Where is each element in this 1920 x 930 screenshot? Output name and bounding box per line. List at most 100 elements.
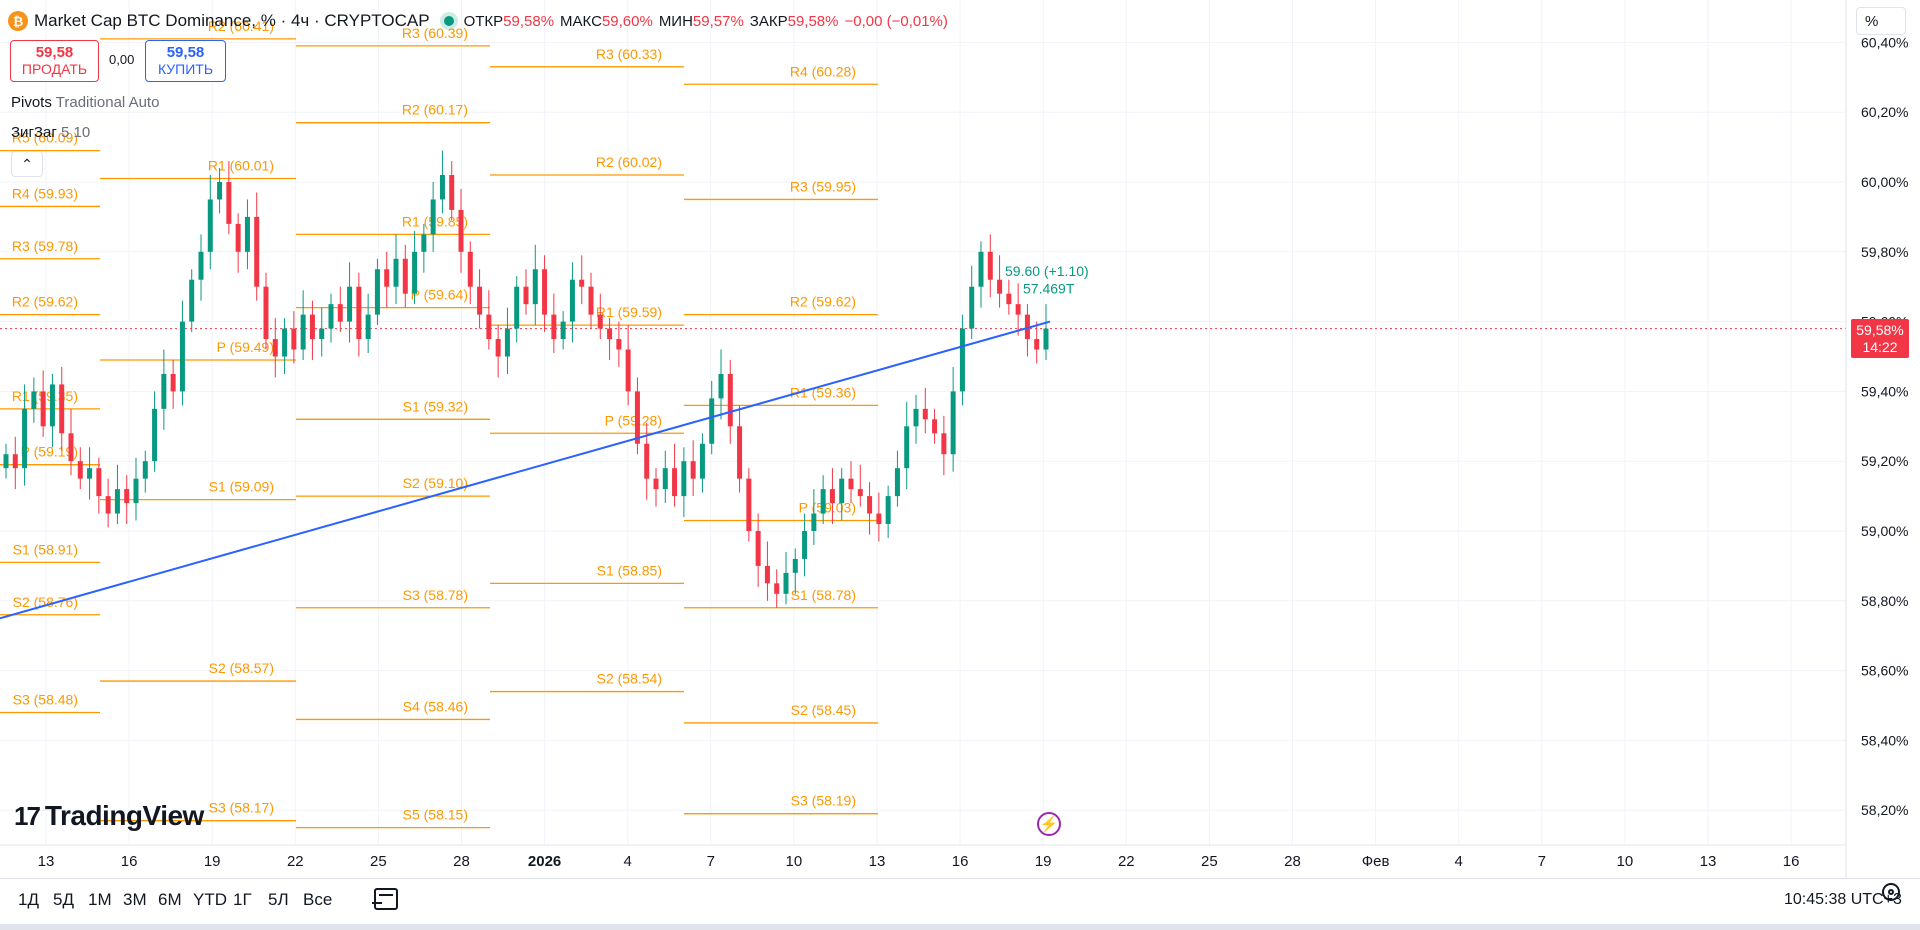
range-button-YTD[interactable]: YTD (193, 890, 227, 909)
candle-body (3, 454, 9, 469)
candle-body (857, 489, 863, 497)
candle-body (820, 489, 826, 514)
y-tick-label: 58,60% (1861, 663, 1908, 679)
settings-icon[interactable] (1882, 883, 1900, 901)
pivot-label: R1 (60.01) (208, 158, 274, 174)
indicator-pivots[interactable]: Pivots Traditional Auto (11, 94, 159, 111)
candle-body (867, 496, 873, 514)
indicator-zigzag[interactable]: ЗигЗаг 5 10 (11, 124, 90, 141)
candle-body (504, 328, 510, 357)
range-button-1М[interactable]: 1М (88, 890, 112, 909)
candle-body (449, 175, 455, 210)
candle-body (161, 373, 167, 409)
candle-body (969, 286, 975, 329)
ohlc-label: ОТКР (463, 13, 504, 30)
pivot-label: S2 (58.76) (13, 594, 78, 610)
pivot-label: S2 (59.10) (403, 475, 468, 491)
candle-body (1006, 293, 1012, 305)
x-tick-label: 13 (869, 853, 886, 870)
y-tick-label: 59,00% (1861, 523, 1908, 539)
y-tick-label: 59,40% (1861, 383, 1908, 399)
candle-body (59, 384, 65, 434)
range-button-1Д[interactable]: 1Д (18, 890, 39, 909)
candle-body (226, 182, 232, 224)
candle-body (244, 216, 250, 252)
x-tick-label: 16 (952, 853, 969, 870)
candle-body (904, 426, 910, 469)
trendline-segment[interactable] (0, 320, 1051, 620)
y-tick-label: 59,20% (1861, 453, 1908, 469)
candle-body (458, 209, 464, 252)
chevron-up-icon[interactable]: ⌃ (11, 151, 43, 177)
candle-body (625, 349, 631, 392)
candles (3, 150, 1049, 608)
range-button-6М[interactable]: 6М (158, 890, 182, 909)
candle-body (607, 328, 613, 340)
footer-divider (0, 924, 1920, 930)
trendline[interactable] (0, 320, 1051, 620)
pivot-label: S1 (58.91) (13, 541, 78, 557)
range-button-5Д[interactable]: 5Д (53, 890, 74, 909)
pivot-label: S1 (58.85) (597, 562, 662, 578)
x-tick-label: 19 (204, 853, 221, 870)
y-axis[interactable]: 58,20% 58,40% 58,60% 58,80% 59,00% 59,20% 59,4… (1845, 0, 1908, 878)
ohlc-value: 59,57% (692, 13, 744, 30)
candle-body (662, 468, 668, 490)
sell-label: ПРОДАТЬ (21, 61, 88, 77)
candle-body (300, 314, 306, 350)
x-tick-label: 22 (1118, 853, 1135, 870)
x-tick-label: 28 (1284, 853, 1301, 870)
candle-body (644, 443, 650, 479)
indicator-name: ЗигЗаг (11, 124, 57, 141)
candle-body (1015, 304, 1021, 315)
range-button-3М[interactable]: 3М (123, 890, 147, 909)
y-tick-label: 58,40% (1861, 732, 1908, 748)
symbol-title[interactable]: Market Cap BTC Dominance, % · 4ч · CRYPT… (34, 11, 430, 30)
sell-button[interactable]: 59,58 ПРОДАТЬ (10, 40, 99, 82)
candle-body (802, 531, 808, 559)
candle-body (839, 478, 845, 504)
zigzag-volume: 57.469T (1023, 281, 1075, 297)
x-axis[interactable]: 13 16 19 22 25 28 2026 4 7 10 13 16 19 22 25 28 Фев 4 7 10 1… (0, 844, 1846, 870)
candle-body (22, 408, 28, 469)
clock[interactable]: 10:45:38 UTC+3 (1784, 891, 1902, 908)
market-status-dot (443, 16, 454, 26)
candle-body (569, 279, 575, 322)
candle-body (68, 433, 74, 462)
candle-body (783, 572, 789, 594)
y-tick-label: 60,00% (1861, 174, 1908, 190)
range-button-5Л[interactable]: 5Л (268, 890, 289, 909)
candle-body (514, 286, 520, 329)
candle-body (997, 279, 1003, 294)
calendar-icon[interactable] (372, 888, 398, 910)
candle-body (309, 314, 315, 340)
pivot-label: R2 (60.17) (402, 102, 468, 118)
candle-body (347, 286, 353, 322)
pivot-label: R3 (59.95) (790, 178, 856, 194)
candle-body (272, 339, 278, 357)
candle-body (978, 251, 984, 287)
candle-body (439, 175, 445, 200)
price-chart[interactable]: P (59.19)R1 (59.35)R2 (59.62)R3 (59.78)R… (0, 0, 1920, 878)
candle-body (709, 398, 715, 444)
range-button-1Г[interactable]: 1Г (233, 890, 252, 909)
pivot-label: S3 (58.17) (209, 800, 274, 816)
candle-body (1034, 339, 1040, 350)
lightning-icon[interactable]: ⚡ (1037, 812, 1061, 836)
bitcoin-icon[interactable]: ₿ (8, 11, 28, 31)
y-tick-label: 60,40% (1861, 34, 1908, 50)
buy-button[interactable]: 59,58 КУПИТЬ (145, 40, 226, 82)
pivot-label: P (59.03) (799, 500, 856, 516)
x-tick-label: 13 (38, 853, 55, 870)
ohlc-label: ЗАКР (749, 13, 788, 30)
candle-body (941, 433, 947, 455)
change-value: −0,00 (−0,01%) (844, 12, 948, 30)
indicator-params: Traditional Auto (55, 94, 160, 111)
candle-body (551, 314, 557, 340)
y-tick-label: 59,80% (1861, 244, 1908, 260)
candle-body (12, 454, 18, 469)
tradingview-logo[interactable]: 17 TradingView (14, 800, 204, 832)
x-tick-label: 25 (1201, 853, 1218, 870)
range-button-Все[interactable]: Все (303, 890, 333, 909)
scale-mode-button[interactable]: % (1856, 7, 1906, 35)
